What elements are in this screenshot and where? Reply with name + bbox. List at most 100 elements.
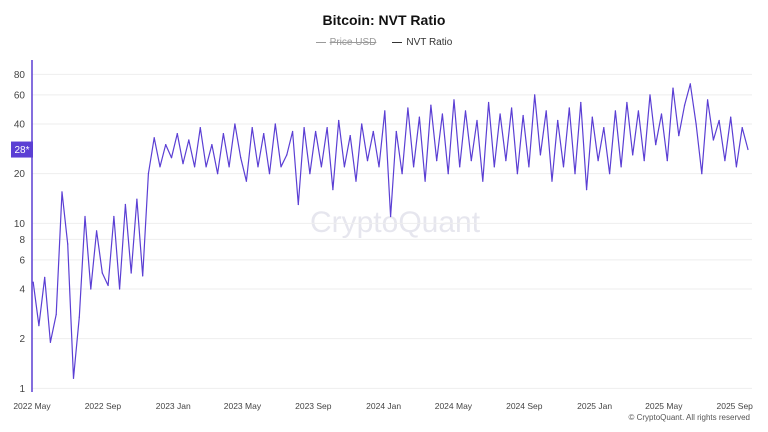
data-point — [61, 191, 63, 193]
data-point — [395, 130, 397, 133]
data-point — [724, 159, 726, 162]
data-point — [585, 189, 588, 191]
watermark: CryptoQuant — [310, 206, 481, 239]
data-point — [147, 173, 150, 175]
data-point — [730, 116, 732, 118]
data-point — [263, 132, 265, 135]
x-tick-label: 2025 Sep — [717, 401, 754, 411]
data-point — [499, 113, 501, 115]
data-point — [245, 180, 248, 182]
data-point — [182, 163, 184, 165]
data-point — [418, 116, 420, 118]
data-point — [44, 276, 46, 279]
data-point — [447, 173, 449, 175]
data-point — [695, 123, 697, 125]
data-point — [55, 313, 57, 316]
data-point — [107, 284, 109, 287]
data-point — [343, 166, 346, 168]
data-point — [240, 157, 242, 159]
data-point — [603, 127, 605, 129]
data-point — [528, 166, 530, 168]
data-point — [534, 94, 536, 96]
chart-title: Bitcoin: NVT Ratio — [322, 12, 446, 28]
data-point — [67, 243, 69, 245]
x-tick-label: 2024 Jan — [366, 401, 401, 411]
data-point — [274, 123, 276, 125]
y-tick-label: 80 — [14, 70, 26, 81]
data-point — [130, 272, 132, 274]
y-tick-label: 8 — [19, 235, 25, 246]
data-point — [689, 83, 691, 85]
data-point — [407, 107, 409, 109]
x-tick-label: 2024 May — [435, 401, 473, 411]
data-point — [459, 166, 461, 168]
data-point — [741, 127, 743, 129]
data-point — [361, 123, 363, 125]
y-tick-label: 4 — [19, 284, 25, 295]
data-point — [516, 173, 518, 175]
data-point — [136, 198, 138, 200]
data-point — [78, 316, 80, 318]
grid — [32, 73, 752, 389]
data-point — [84, 215, 86, 218]
data-point — [170, 157, 173, 159]
data-point — [72, 377, 75, 379]
current-value-text: 28* — [14, 145, 29, 156]
data-point — [205, 166, 207, 168]
data-point — [551, 180, 553, 182]
legend-item-price-usd[interactable]: Price USD — [315, 37, 377, 48]
data-point — [222, 132, 224, 135]
data-point — [632, 154, 634, 156]
data-point — [424, 180, 426, 182]
data-point — [649, 94, 651, 96]
data-point — [124, 203, 126, 206]
data-point — [707, 99, 709, 101]
data-point — [326, 127, 328, 129]
x-tick-label: 2023 Jan — [156, 401, 191, 411]
data-point — [672, 87, 674, 89]
data-point — [119, 288, 121, 290]
copyright-text: © CryptoQuant. All rights reserved — [628, 413, 751, 422]
y-tick-label: 40 — [14, 119, 26, 130]
data-point — [257, 166, 259, 168]
x-tick-label: 2024 Sep — [506, 401, 543, 411]
data-point — [614, 110, 616, 112]
data-point — [712, 139, 714, 141]
data-point — [568, 107, 570, 109]
data-point — [453, 99, 455, 101]
data-point — [49, 341, 52, 343]
data-point — [436, 159, 438, 162]
data-point — [464, 110, 467, 112]
data-point — [493, 166, 495, 168]
data-point — [384, 110, 386, 112]
data-point — [142, 275, 144, 277]
data-point — [159, 166, 161, 168]
data-point — [747, 148, 749, 151]
data-point — [188, 139, 190, 141]
data-point — [597, 159, 599, 162]
data-point — [476, 119, 478, 122]
data-point — [193, 166, 196, 168]
data-point — [315, 130, 317, 133]
current-value-marker: 28* — [11, 141, 33, 158]
data-point — [303, 127, 305, 129]
data-point — [372, 130, 374, 133]
legend-label-price-usd: Price USD — [329, 37, 377, 48]
data-point — [683, 104, 686, 106]
data-point — [643, 159, 645, 162]
data-point — [574, 173, 576, 175]
legend-item-nvt-ratio[interactable]: NVT Ratio — [392, 37, 452, 48]
data-point — [389, 215, 392, 218]
legend-swatch-nvt-ratio — [392, 42, 403, 43]
data-point — [637, 110, 640, 112]
data-point — [286, 154, 288, 156]
data-point — [165, 143, 167, 146]
y-tick-label: 6 — [19, 255, 25, 266]
data-point — [309, 173, 311, 175]
y-tick-label: 20 — [14, 169, 26, 180]
data-point — [234, 123, 236, 125]
data-point — [735, 166, 738, 168]
data-point — [228, 166, 230, 168]
